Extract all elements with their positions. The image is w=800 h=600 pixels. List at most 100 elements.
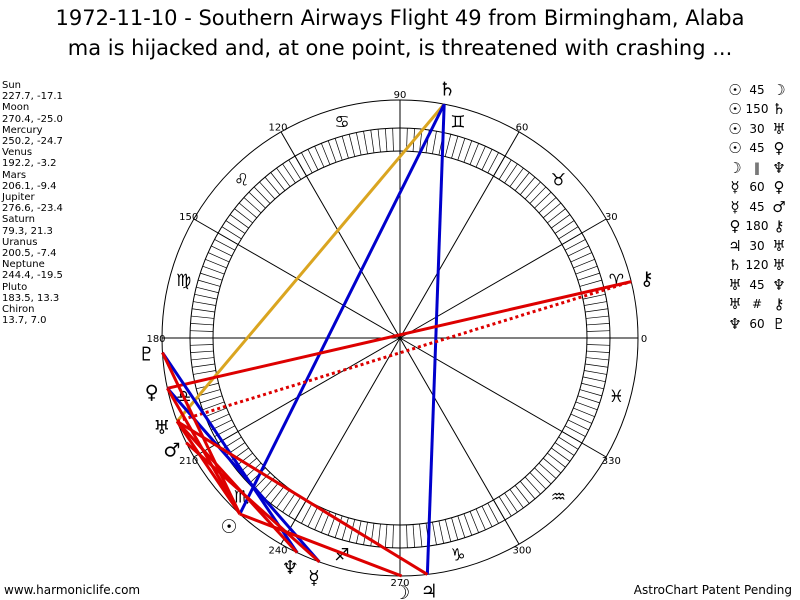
aspect-angle: 45 <box>749 82 765 97</box>
degree-tick <box>363 522 368 545</box>
degree-tick <box>301 502 313 524</box>
degree-tick <box>259 181 276 200</box>
footer-website[interactable]: www.harmoniclife.com <box>4 583 141 597</box>
aspect-line <box>239 512 403 578</box>
aspect-line <box>161 351 242 515</box>
degree-tick <box>341 136 349 159</box>
degree-tick <box>558 226 579 240</box>
degree-tick <box>582 376 606 383</box>
jupiter-icon: ♃ <box>421 580 438 600</box>
aspect-angle: # <box>751 297 763 312</box>
degree-tick <box>481 149 493 171</box>
degree-tick <box>444 134 452 157</box>
aspect-angle: 60 <box>749 316 765 331</box>
aspect-angle: 45 <box>749 277 765 292</box>
degree-tick <box>208 413 230 424</box>
degree-label: 90 <box>394 90 407 101</box>
degree-tick <box>225 220 246 234</box>
degree-tick <box>234 208 253 224</box>
degree-tick <box>543 202 562 219</box>
aspect-angle: 45 <box>749 199 765 214</box>
planet-name-neptune: Neptune <box>2 259 45 271</box>
degree-tick <box>554 442 575 456</box>
degree-tick <box>538 462 557 479</box>
degree-tick <box>469 511 479 533</box>
degree-tick <box>487 502 499 524</box>
sign-spoke <box>399 131 520 339</box>
planet-coords-chiron: 13.7, 7.0 <box>2 315 47 327</box>
degree-tick <box>190 330 214 332</box>
aspect-planet-a-icon: ♃ <box>728 236 742 255</box>
aspect-planet-a-icon: ♀ <box>729 217 741 236</box>
aries-icon: ♈ <box>609 271 624 291</box>
aspect-row: ☉ 30 ♅ <box>725 119 789 139</box>
degree-tick <box>205 259 227 269</box>
degree-tick <box>498 159 512 180</box>
degree-tick <box>200 395 223 404</box>
degree-tick <box>193 370 216 375</box>
degree-tick <box>534 191 552 209</box>
degree-tick <box>208 252 230 263</box>
aspect-planet-a-icon: ☉ <box>728 139 742 158</box>
degree-tick <box>276 489 291 509</box>
moon-icon: ☽ <box>393 582 410 600</box>
degree-tick <box>457 515 466 538</box>
degree-tick <box>570 413 592 424</box>
aspect-planet-b-icon: ♀ <box>773 139 785 158</box>
degree-tick <box>190 344 214 346</box>
planet-coords-jupiter: 276.6, -23.4 <box>2 203 63 215</box>
aspect-angle: 180 <box>745 219 769 234</box>
aspect-line <box>238 103 446 515</box>
degree-tick <box>282 163 296 184</box>
degree-tick <box>307 149 319 171</box>
degree-tick <box>457 138 466 161</box>
degree-tick <box>198 279 221 287</box>
degree-tick <box>229 214 249 229</box>
degree-tick <box>200 272 223 281</box>
degree-tick <box>575 265 598 275</box>
leo-icon: ♌ <box>234 171 249 191</box>
degree-tick <box>567 245 589 257</box>
degree-tick <box>198 389 221 397</box>
aspect-line <box>175 420 299 554</box>
degree-tick <box>481 505 493 527</box>
degree-tick <box>276 167 291 187</box>
aspect-planet-b-icon: ⚷ <box>773 295 785 314</box>
degree-tick <box>534 467 552 485</box>
aspect-planet-a-icon: ☉ <box>728 80 742 99</box>
aspect-row: ♀ 180 ⚷ <box>725 217 789 237</box>
degree-label: 60 <box>516 123 529 134</box>
degree-tick <box>194 293 218 300</box>
degree-tick <box>214 239 236 251</box>
planet-name-chiron: Chiron <box>2 304 35 316</box>
degree-tick <box>514 172 530 191</box>
degree-label: 240 <box>268 545 287 556</box>
degree-tick <box>451 136 459 159</box>
planet-name-moon: Moon <box>2 102 30 114</box>
gemini-icon: ♊ <box>450 113 465 133</box>
degree-tick <box>504 163 518 184</box>
planet-name-uranus: Uranus <box>2 236 38 248</box>
degree-label: 270 <box>390 578 409 589</box>
degree-tick <box>288 159 302 180</box>
sign-spoke <box>280 337 401 545</box>
degree-tick <box>567 419 589 431</box>
degree-tick <box>432 522 437 545</box>
degree-label: 300 <box>512 545 531 556</box>
neptune-icon: ♆ <box>282 557 299 579</box>
degree-label: 120 <box>268 123 287 134</box>
degree-tick <box>524 476 541 495</box>
degree-label: 30 <box>605 212 618 223</box>
degree-tick <box>191 363 215 368</box>
degree-tick <box>519 176 536 195</box>
degree-tick <box>190 350 214 353</box>
degree-tick <box>205 407 227 417</box>
degree-tick <box>579 389 602 397</box>
degree-tick <box>238 202 257 219</box>
aspect-angle: 30 <box>749 121 765 136</box>
taurus-icon: ♉ <box>551 171 566 191</box>
degree-tick <box>524 181 541 200</box>
venus-icon: ♀ <box>145 382 159 404</box>
degree-tick <box>412 524 415 548</box>
